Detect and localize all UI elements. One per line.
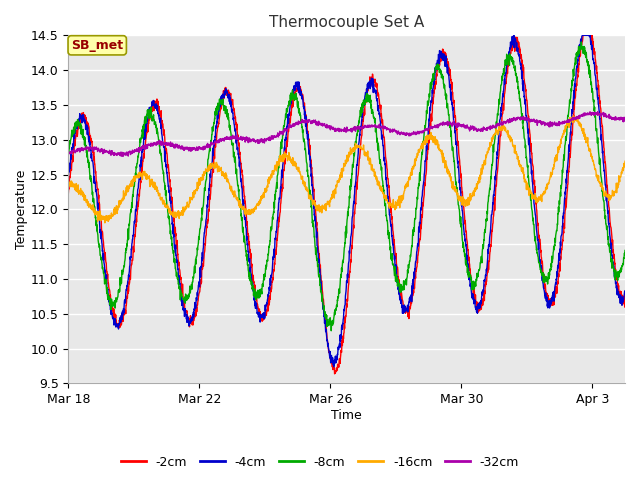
-4cm <box>510 33 518 38</box>
-8cm <box>93 228 100 234</box>
-2cm <box>605 204 613 210</box>
Legend: -2cm, -4cm, -8cm, -16cm, -32cm: -2cm, -4cm, -8cm, -16cm, -32cm <box>116 451 524 474</box>
X-axis label: Time: Time <box>332 409 362 422</box>
Line: -2cm: -2cm <box>68 36 625 374</box>
-2cm <box>65 190 72 196</box>
-8cm <box>335 287 343 292</box>
-16cm <box>621 158 629 164</box>
-32cm <box>621 116 629 122</box>
Line: -32cm: -32cm <box>68 111 625 156</box>
-2cm <box>321 310 328 316</box>
-4cm <box>321 313 328 319</box>
-8cm <box>321 310 328 315</box>
-4cm <box>621 288 629 294</box>
-16cm <box>503 130 511 135</box>
-32cm <box>605 111 613 117</box>
Title: Thermocouple Set A: Thermocouple Set A <box>269 15 424 30</box>
-8cm <box>328 328 335 334</box>
-32cm <box>93 145 100 151</box>
-8cm <box>605 246 613 252</box>
Y-axis label: Temperature: Temperature <box>15 169 28 249</box>
-16cm <box>570 113 577 119</box>
-32cm <box>594 108 602 114</box>
-4cm <box>605 224 613 230</box>
-16cm <box>93 211 100 217</box>
-4cm <box>503 56 511 62</box>
-32cm <box>335 129 343 134</box>
Line: -8cm: -8cm <box>68 42 625 331</box>
-2cm <box>331 371 339 377</box>
-8cm <box>605 241 613 247</box>
Line: -16cm: -16cm <box>68 116 625 223</box>
-8cm <box>65 145 72 151</box>
-2cm <box>621 290 629 296</box>
-8cm <box>577 39 585 45</box>
-16cm <box>335 176 343 181</box>
-2cm <box>580 33 588 38</box>
-32cm <box>503 119 511 124</box>
-32cm <box>119 154 127 159</box>
-16cm <box>321 202 328 208</box>
-4cm <box>65 177 72 182</box>
Line: -4cm: -4cm <box>68 36 625 367</box>
-2cm <box>93 180 100 185</box>
-32cm <box>65 152 72 158</box>
-4cm <box>330 364 337 370</box>
-4cm <box>335 342 343 348</box>
-4cm <box>93 193 100 199</box>
Text: SB_met: SB_met <box>71 39 124 52</box>
-4cm <box>605 224 613 230</box>
-16cm <box>605 192 613 197</box>
-8cm <box>503 59 511 65</box>
-16cm <box>65 180 72 186</box>
-32cm <box>321 121 328 127</box>
-2cm <box>503 68 511 73</box>
-16cm <box>101 220 109 226</box>
-2cm <box>335 356 343 362</box>
-8cm <box>621 248 629 253</box>
-32cm <box>605 116 613 121</box>
-16cm <box>605 192 613 198</box>
-2cm <box>605 210 613 216</box>
